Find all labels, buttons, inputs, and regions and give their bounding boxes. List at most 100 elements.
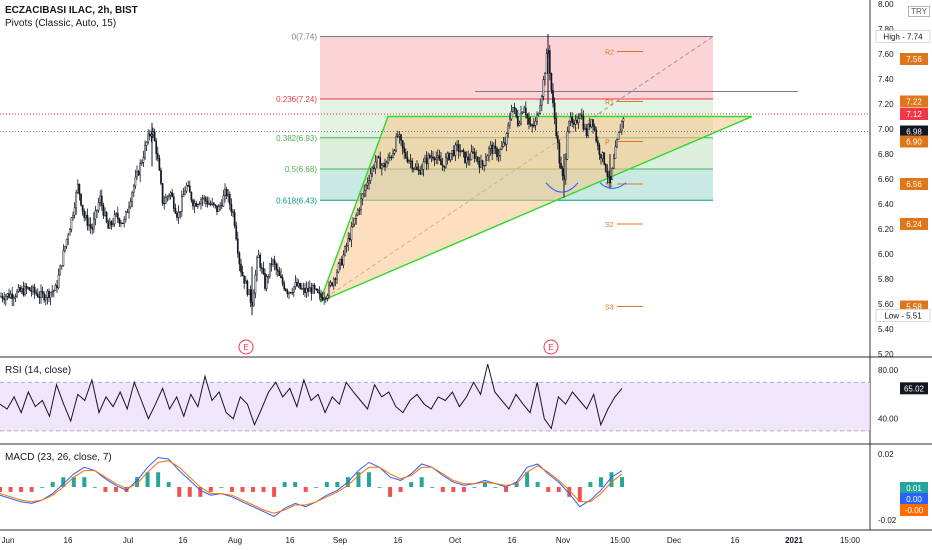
candle-body (467, 156, 470, 161)
candle-body (532, 124, 535, 127)
candle-body (430, 156, 433, 158)
candle-body (120, 222, 122, 224)
candle-body (238, 252, 241, 265)
candle-body (412, 168, 415, 170)
candle-body (139, 163, 142, 176)
candle-body (385, 162, 388, 168)
candle-body (342, 254, 345, 266)
price-tick-label: 5.40 (878, 325, 894, 334)
macd-histogram-bar (198, 487, 203, 497)
macd-histogram-bar (451, 487, 456, 492)
candle-body (432, 156, 434, 159)
candle-body (41, 291, 44, 294)
macd-histogram-bar (388, 487, 393, 497)
candle-body (96, 209, 98, 212)
candle-body (97, 202, 100, 211)
price-tick-label: 6.00 (878, 250, 894, 259)
macd-histogram-bar (398, 487, 403, 492)
candle-body (236, 238, 239, 254)
candle-body (472, 151, 474, 153)
candle-body (440, 159, 442, 166)
candle-body (345, 245, 348, 247)
candle-body (539, 105, 542, 114)
candle-body (310, 287, 313, 294)
candle-body (497, 155, 500, 158)
candle-body (534, 121, 537, 126)
candle-body (369, 173, 372, 181)
candle-body (592, 119, 594, 127)
candle-body (62, 250, 65, 266)
candle-body (516, 115, 519, 126)
price-tick-label: 7.40 (878, 75, 894, 84)
macd-value-badge (900, 493, 928, 505)
fib-zone (320, 36, 713, 99)
candle-body (198, 203, 201, 205)
candle-body (254, 274, 257, 294)
macd-histogram-bar (598, 477, 603, 487)
candle-body (438, 155, 441, 160)
rsi-title[interactable]: RSI (14, close) (5, 365, 72, 376)
candle-body (49, 292, 52, 298)
macd-title[interactable]: MACD (23, 26, close, 7) (5, 452, 112, 463)
time-tick-label: Aug (228, 536, 242, 545)
candle-body (283, 283, 286, 290)
candle-body (595, 129, 598, 142)
macd-line (0, 456, 623, 518)
candle-body (104, 212, 106, 216)
candle-body (20, 288, 23, 292)
macd-histogram-bar (419, 477, 424, 487)
candle-body (136, 171, 138, 178)
candle-body (291, 292, 294, 294)
candle-body (446, 153, 449, 159)
candle-body (332, 278, 335, 286)
rsi-tick-label: 40.00 (878, 415, 899, 424)
candle-body (451, 150, 454, 154)
candle-body (48, 290, 50, 298)
macd-histogram-bar (461, 487, 466, 492)
candle-body (89, 224, 92, 228)
candle-body (116, 213, 119, 219)
fib-level-label: 0(7.74) (292, 33, 318, 42)
candle-body (281, 277, 284, 284)
candle-body (152, 131, 154, 135)
candle-body (364, 184, 367, 192)
time-tick-label: Nov (556, 536, 570, 545)
candle-body (436, 155, 439, 158)
macd-histogram-bar (366, 472, 371, 487)
candle-body (350, 226, 353, 241)
candle-body (408, 160, 410, 162)
candle-body (392, 153, 394, 158)
candle-body (398, 134, 401, 137)
macd-histogram-bar (577, 487, 582, 502)
candle-body (176, 213, 178, 218)
macd-histogram-bar (177, 487, 182, 497)
candle-body (174, 208, 177, 214)
price-axis-badge-label: 7.56 (906, 55, 922, 64)
candle-body (582, 116, 585, 130)
candle-body (612, 158, 615, 169)
candle-body (267, 276, 270, 278)
candle-body (75, 191, 78, 209)
candle-body (520, 112, 522, 124)
candle-body (481, 160, 484, 166)
candle-body (209, 203, 212, 205)
candle-body (248, 289, 250, 295)
candle-body (72, 214, 74, 219)
candle-body (468, 159, 471, 161)
macd-histogram-bar (303, 487, 308, 492)
candle-body (273, 259, 276, 265)
candle-body (564, 158, 567, 180)
candle-body (195, 202, 198, 207)
candle-body (182, 194, 185, 197)
macd-histogram-bar (482, 482, 487, 487)
candle-body (30, 290, 33, 292)
price-tick-label: 5.60 (878, 300, 894, 309)
macd-histogram-bar (166, 482, 171, 487)
candle-body (91, 226, 94, 230)
candle-body (356, 209, 359, 216)
pivots-indicator-label[interactable]: Pivots (Classic, Auto, 15) (5, 18, 117, 29)
candle-body (363, 190, 366, 195)
candle-body (297, 282, 300, 287)
symbol-title[interactable]: ECZACIBASI ILAC, 2h, BIST (5, 5, 138, 16)
earnings-marker (543, 339, 559, 355)
